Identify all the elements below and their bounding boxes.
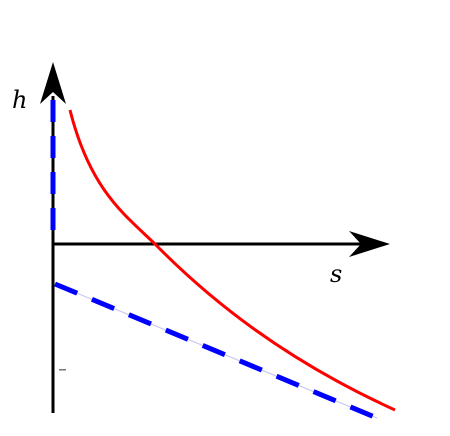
horizontal-axis-label: s <box>330 260 342 288</box>
small-mark <box>59 369 66 371</box>
vertical-axis-label: h <box>12 86 27 114</box>
horizontal-axis-arrowhead <box>349 231 390 257</box>
diagonal-dashed-line <box>54 281 378 421</box>
vertical-axis-arrowhead <box>40 62 66 104</box>
red-curve <box>68 109 396 412</box>
